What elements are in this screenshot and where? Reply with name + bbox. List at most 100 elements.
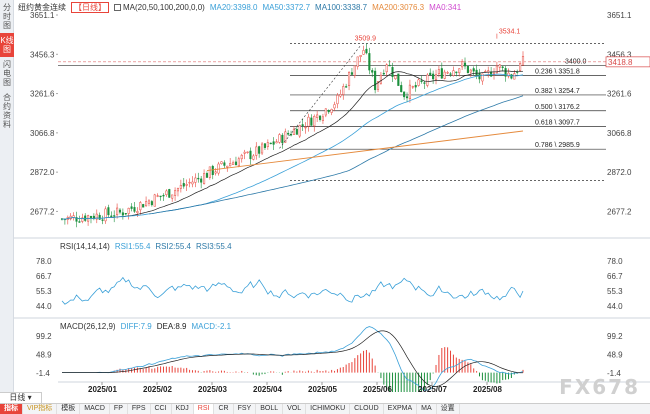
candle-body (263, 143, 267, 148)
candle-body (481, 73, 484, 82)
timeframe-selector[interactable]: 日线 ▾ (0, 392, 42, 403)
candle-body (521, 56, 525, 66)
candle-body (333, 104, 336, 109)
price-axis-label-left: 3456.3 (30, 50, 55, 59)
candle-body (394, 75, 397, 80)
tab-flash[interactable]: 闪电图 (3, 60, 11, 87)
candle-body (217, 163, 220, 174)
time-axis-label: 2025/03 (198, 385, 227, 392)
candle-body (185, 184, 188, 186)
macd-value: MACD:-2.1 (191, 321, 232, 331)
candle-body (353, 65, 356, 76)
indicator-tab-0[interactable]: 指标 (0, 404, 23, 414)
candle-body (203, 173, 206, 184)
tab-contract-info[interactable]: 合约资料 (3, 93, 11, 129)
candle-body (147, 200, 151, 204)
candle-body (359, 54, 362, 57)
indicator-tab-3[interactable]: MACD (80, 404, 110, 414)
time-axis-label: 2025/08 (473, 385, 502, 392)
candle-body (463, 62, 467, 67)
candle-body (284, 131, 287, 143)
price-axis-label-left: 3651.1 (30, 11, 55, 20)
candle-body (292, 128, 295, 135)
tab-kline[interactable]: K线图 (0, 33, 14, 57)
time-axis-label: 2025/05 (308, 385, 337, 392)
candle-body (200, 178, 203, 183)
candle-body (440, 68, 443, 79)
checkbox-icon[interactable] (114, 3, 121, 11)
indicator-tab-1[interactable]: VIP指标 (23, 404, 58, 414)
price-axis-label-left: 2677.2 (30, 207, 55, 216)
candle-body (382, 72, 385, 75)
indicator-tab-14[interactable]: CLOUD (350, 404, 384, 414)
rsi-params[interactable]: RSI(14,14,14) (60, 241, 110, 251)
macd-axis-label-left: 99.2 (36, 332, 52, 341)
macd-params[interactable]: MACD(26,12,9) (60, 321, 116, 331)
candle-body (232, 162, 235, 165)
indicator-tab-12[interactable]: VOL (283, 404, 307, 414)
indicator-tab-2[interactable]: 模板 (57, 404, 81, 414)
indicator-tab-9[interactable]: CR (214, 404, 234, 414)
candle-body (458, 68, 461, 74)
candle-body (162, 194, 165, 197)
candle-body (142, 204, 145, 208)
candle-body (298, 124, 301, 137)
candle-body (246, 151, 249, 153)
candle-body (371, 70, 374, 73)
indicator-tab-11[interactable]: BOLL (256, 404, 284, 414)
ma0-value: MA0:341 (429, 2, 462, 12)
candle-body (362, 50, 365, 55)
rsi-header: RSI(14,14,14) RSI1:55.4 RSI2:55.4 RSI3:5… (60, 240, 237, 252)
indicator-tab-4[interactable]: FP (110, 404, 128, 414)
candle-body (174, 190, 177, 196)
candle-body (316, 114, 319, 118)
candle-body (278, 134, 281, 143)
indicator-tab-15[interactable]: EXPMA (384, 404, 418, 414)
indicator-tab-5[interactable]: FPS (128, 404, 151, 414)
candle-body (208, 166, 211, 178)
candle-body (304, 126, 307, 129)
candle-body (240, 154, 243, 160)
time-axis-label: 2025/04 (253, 385, 282, 392)
candle-body (504, 68, 507, 77)
rsi2-value: RSI2:55.4 (155, 241, 191, 251)
candle-body (156, 195, 159, 197)
current-price-tag (605, 56, 650, 68)
macd-axis-label-left: 48.9 (36, 351, 52, 360)
candle-body (365, 48, 368, 54)
candle-body (194, 177, 197, 183)
candle-body (252, 155, 255, 160)
candle-body (261, 143, 264, 154)
candle-body (127, 207, 130, 214)
rsi3-value: RSI3:55.4 (195, 241, 232, 251)
indicator-tab-6[interactable]: CCI (151, 404, 172, 414)
candle-body (420, 80, 423, 82)
rsi-axis-label-right: 66.7 (607, 272, 623, 281)
macd-axis-label-right: -1.4 (607, 369, 621, 378)
candle-body (272, 141, 275, 145)
indicator-tab-17[interactable]: 设置 (437, 404, 460, 414)
indicator-tab-7[interactable]: KDJ (172, 404, 194, 414)
candle-body (159, 195, 162, 198)
fib-level-label: 0.618 \ 3097.7 (535, 120, 580, 127)
candle-body (411, 86, 414, 88)
indicator-tab-10[interactable]: FSY (234, 404, 257, 414)
trendline (279, 45, 361, 149)
chart-canvas[interactable]: 3651.1 3651.1 3456.3 3456.3 3261.6 3261.6 3066… (0, 0, 650, 392)
time-axis-label: 2025/07 (418, 385, 447, 392)
price-axis-label-right: 2677.2 (607, 207, 632, 216)
price-axis-label-right: 3456.3 (607, 50, 632, 59)
time-axis-label: 2025/01 (88, 385, 117, 392)
candle-body (432, 73, 435, 80)
indicator-tab-8[interactable]: RSI (193, 404, 215, 414)
candle-body (400, 85, 403, 93)
indicator-tab-13[interactable]: ICHIMOKU (306, 404, 351, 414)
tab-intraday[interactable]: 分时图 (3, 3, 11, 30)
rsi-axis-label-left: 55.3 (36, 287, 52, 296)
indicator-tab-16[interactable]: MA (417, 404, 437, 414)
candle-body (124, 213, 127, 215)
candle-body (153, 194, 156, 207)
ma-indicator-label[interactable]: MA(20,50,100,200,0,0) (114, 3, 205, 12)
candle-body (275, 141, 278, 144)
timeframe-badge[interactable]: 【日线】 (71, 1, 109, 13)
